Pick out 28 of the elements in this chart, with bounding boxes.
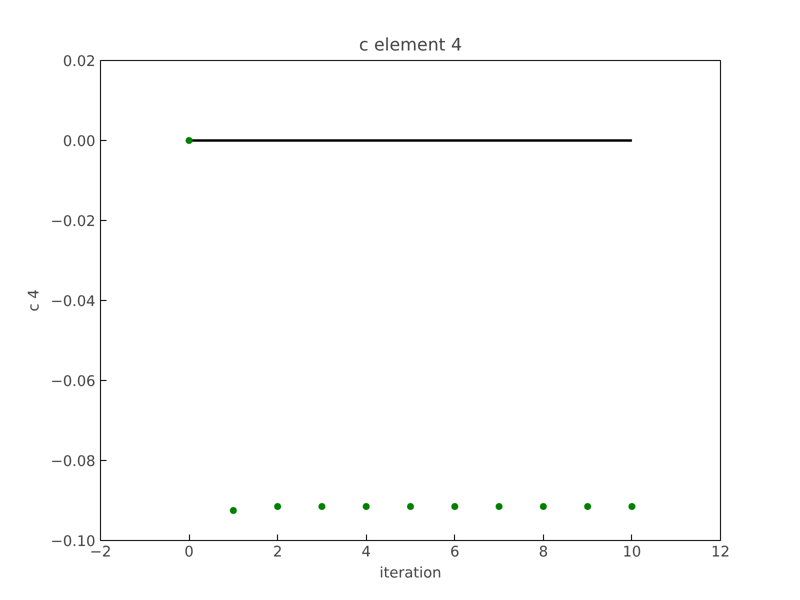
x-tick-label: 4: [362, 544, 371, 560]
y-tick-label: −0.08: [50, 453, 96, 470]
point: [186, 137, 193, 144]
point: [628, 503, 636, 510]
x-tick-label: 0: [184, 544, 194, 560]
x-tick-label: 12: [711, 544, 730, 560]
y-tick-label: 0.02: [62, 53, 96, 70]
y-tick-label: −0.02: [50, 213, 96, 230]
point: [362, 503, 370, 510]
x-tick-label: 6: [450, 544, 460, 560]
y-tick-label: 0.00: [62, 133, 96, 150]
point: [407, 503, 414, 510]
x-tick-label: 10: [622, 544, 642, 560]
y-axis-title: c 4: [26, 289, 43, 312]
point: [584, 503, 592, 510]
x-axis-title: iteration: [380, 564, 442, 582]
y-tick-label: −0.04: [50, 293, 96, 310]
y-tick-label: −0.10: [50, 533, 96, 550]
point: [318, 503, 326, 510]
point: [540, 503, 547, 510]
point: [230, 507, 237, 514]
x-tick-label: 2: [272, 544, 282, 560]
x-tick-label: 8: [538, 544, 548, 560]
y-tick-label: −0.06: [50, 373, 96, 390]
point: [274, 503, 282, 510]
chart-title: c element 4: [358, 36, 462, 56]
point: [496, 503, 503, 510]
point: [451, 503, 458, 510]
